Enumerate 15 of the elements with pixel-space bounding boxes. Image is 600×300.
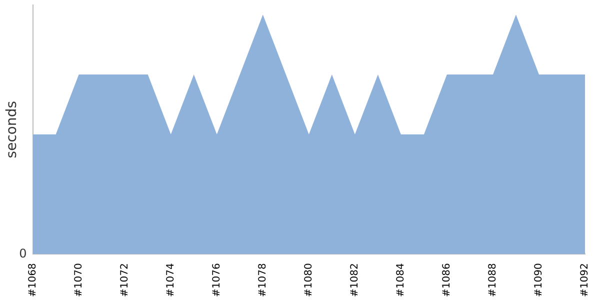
x-tick-label: #1092 [580, 263, 591, 297]
x-tick-label: #1070 [73, 263, 84, 297]
x-tick-label: #1078 [257, 263, 268, 297]
x-tick-label: #1090 [534, 263, 545, 297]
x-tick-label: #1082 [350, 263, 361, 297]
text: 0 [19, 246, 27, 260]
x-tick-label: #1068 [27, 263, 38, 297]
y-axis-title: seconds [4, 100, 20, 158]
x-tick-label: #1076 [211, 263, 222, 297]
x-tick-label: #1074 [165, 263, 176, 297]
x-tick-label: #1080 [303, 263, 314, 297]
x-tick-label: #1086 [442, 263, 453, 297]
x-tick-label: #1072 [119, 263, 130, 297]
x-tick-label: #1084 [396, 263, 407, 297]
x-tick-label: #1088 [488, 263, 499, 297]
